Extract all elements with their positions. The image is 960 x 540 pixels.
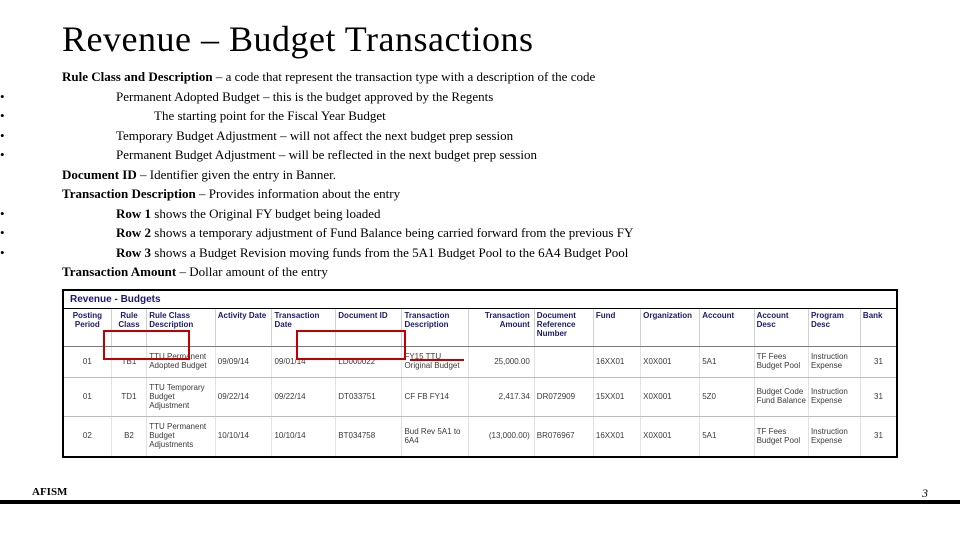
table-cell: BR076967: [534, 417, 593, 456]
table-row: 01TB1TTU Permanent Adopted Budget09/09/1…: [64, 347, 896, 378]
table-cell: 15XX01: [593, 378, 640, 417]
table-cell: 09/09/14: [215, 347, 272, 378]
table-body: 01TB1TTU Permanent Adopted Budget09/09/1…: [64, 347, 896, 456]
table-cell: TD1: [111, 378, 146, 417]
table-cell: 10/10/14: [215, 417, 272, 456]
slide-title: Revenue – Budget Transactions: [62, 18, 898, 60]
table-cell: 5Z0: [700, 378, 754, 417]
table-cell: 10/10/14: [272, 417, 336, 456]
table-cell: 5A1: [700, 417, 754, 456]
table-cell: (13,000.00): [468, 417, 534, 456]
table-cell: 16XX01: [593, 347, 640, 378]
col-header: Fund: [593, 309, 640, 347]
table-cell: 09/01/14: [272, 347, 336, 378]
table-cell: X0X001: [641, 417, 700, 456]
col-header: Transaction Date: [272, 309, 336, 347]
table-cell: 02: [64, 417, 111, 456]
bullet-row2: Row 2 shows a temporary adjustment of Fu…: [102, 224, 898, 242]
table-cell: 09/22/14: [215, 378, 272, 417]
footer-bar: AFISM 3: [0, 500, 960, 518]
budget-table: Posting PeriodRule ClassRule Class Descr…: [64, 309, 896, 456]
table-cell: 5A1: [700, 347, 754, 378]
term: Row 3: [116, 245, 151, 260]
table-cell: DR072909: [534, 378, 593, 417]
bullet-pab-sub: The starting point for the Fiscal Year B…: [140, 107, 898, 125]
table-cell: TF Fees Budget Pool: [754, 347, 808, 378]
col-header: Document ID: [336, 309, 402, 347]
body-text: Rule Class and Description – a code that…: [62, 68, 898, 281]
def-docid: Document ID – Identifier given the entry…: [62, 166, 898, 184]
bullet-pba: Permanent Budget Adjustment – will be re…: [102, 146, 898, 164]
term: Row 1: [116, 206, 151, 221]
table-cell: 31: [860, 347, 896, 378]
col-header: Rule Class: [111, 309, 146, 347]
budget-table-container: Revenue - Budgets Posting PeriodRule Cla…: [62, 289, 898, 458]
table-row: 01TD1TTU Temporary Budget Adjustment09/2…: [64, 378, 896, 417]
table-cell: B2: [111, 417, 146, 456]
bullet-tba: Temporary Budget Adjustment – will not a…: [102, 127, 898, 145]
def-txdesc: Transaction Description – Provides infor…: [62, 185, 898, 203]
col-header: Activity Date: [215, 309, 272, 347]
table-cell: FY15 TTU Original Budget: [402, 347, 468, 378]
footer-page-number: 3: [922, 486, 928, 501]
col-header: Posting Period: [64, 309, 111, 347]
table-cell: 09/22/14: [272, 378, 336, 417]
table-cell: Instruction Expense: [808, 378, 860, 417]
table-cell: TTU Permanent Budget Adjustments: [147, 417, 216, 456]
col-header: Account: [700, 309, 754, 347]
col-header: Program Desc: [808, 309, 860, 347]
term: Row 2: [116, 225, 151, 240]
table-cell: X0X001: [641, 347, 700, 378]
text: shows the Original FY budget being loade…: [151, 206, 381, 221]
table-cell: Budget Code Fund Balance: [754, 378, 808, 417]
table-cell: 31: [860, 378, 896, 417]
table-cell: DT033751: [336, 378, 402, 417]
text: shows a Budget Revision moving funds fro…: [151, 245, 628, 260]
table-cell: CF FB FY14: [402, 378, 468, 417]
col-header: Transaction Description: [402, 309, 468, 347]
col-header: Document Reference Number: [534, 309, 593, 347]
table-cell: TB1: [111, 347, 146, 378]
table-cell: 31: [860, 417, 896, 456]
table-cell: BT034758: [336, 417, 402, 456]
text: – Identifier given the entry in Banner.: [137, 167, 336, 182]
table-cell: TTU Permanent Adopted Budget: [147, 347, 216, 378]
bullet-row1: Row 1 shows the Original FY budget being…: [102, 205, 898, 223]
table-cell: 25,000.00: [468, 347, 534, 378]
table-row: 02B2TTU Permanent Budget Adjustments10/1…: [64, 417, 896, 456]
table-section-title: Revenue - Budgets: [64, 291, 896, 309]
def-txamt: Transaction Amount – Dollar amount of th…: [62, 263, 898, 281]
term: Document ID: [62, 167, 137, 182]
table-cell: Instruction Expense: [808, 347, 860, 378]
footer-left: AFISM: [32, 486, 67, 498]
table-cell: Instruction Expense: [808, 417, 860, 456]
def-ruleclass: Rule Class and Description – a code that…: [62, 68, 898, 86]
table-cell: LD000022: [336, 347, 402, 378]
bullet-row3: Row 3 shows a Budget Revision moving fun…: [102, 244, 898, 262]
table-cell: TF Fees Budget Pool: [754, 417, 808, 456]
bullet-pab: Permanent Adopted Budget – this is the b…: [102, 88, 898, 106]
table-cell: [534, 347, 593, 378]
text: – Provides information about the entry: [196, 186, 400, 201]
col-header: Account Desc: [754, 309, 808, 347]
col-header: Transaction Amount: [468, 309, 534, 347]
col-header: Organization: [641, 309, 700, 347]
table-cell: Bud Rev 5A1 to 6A4: [402, 417, 468, 456]
text: shows a temporary adjustment of Fund Bal…: [151, 225, 633, 240]
text: – Dollar amount of the entry: [176, 264, 328, 279]
table-cell: 16XX01: [593, 417, 640, 456]
table-cell: 01: [64, 378, 111, 417]
slide: Revenue – Budget Transactions Rule Class…: [0, 0, 960, 540]
table-header-row: Posting PeriodRule ClassRule Class Descr…: [64, 309, 896, 347]
term: Transaction Amount: [62, 264, 176, 279]
text: – a code that represent the transaction …: [213, 69, 596, 84]
col-header: Bank: [860, 309, 896, 347]
table-cell: TTU Temporary Budget Adjustment: [147, 378, 216, 417]
term: Rule Class and Description: [62, 69, 213, 84]
table-cell: X0X001: [641, 378, 700, 417]
term: Transaction Description: [62, 186, 196, 201]
table-cell: 2,417.34: [468, 378, 534, 417]
table-cell: 01: [64, 347, 111, 378]
col-header: Rule Class Description: [147, 309, 216, 347]
